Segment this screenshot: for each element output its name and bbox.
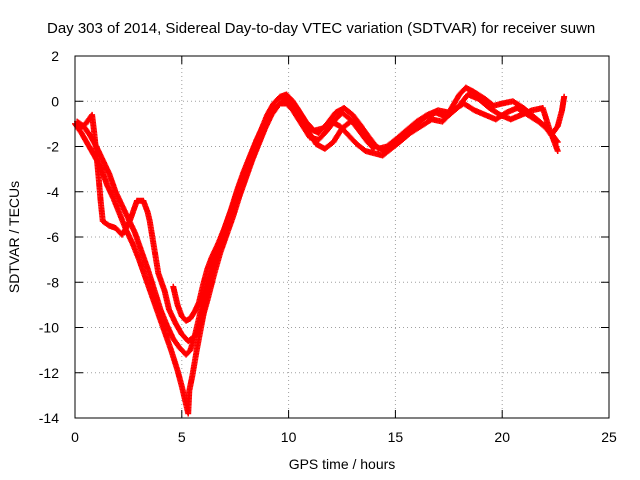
y-tick-label: -6 <box>47 229 60 245</box>
chart-title: Day 303 of 2014, Sidereal Day-to-day VTE… <box>47 20 595 37</box>
y-tick-label: -14 <box>39 410 59 426</box>
x-tick-label: 5 <box>178 429 186 445</box>
x-tick-label: 15 <box>388 429 404 445</box>
y-tick-label: 0 <box>51 93 59 109</box>
data-series <box>72 84 568 417</box>
x-tick-label: 0 <box>71 429 79 445</box>
x-axis-title: GPS time / hours <box>289 456 396 472</box>
y-tick-label: -10 <box>39 320 59 336</box>
y-tick-label: -12 <box>39 365 59 381</box>
x-tick-label: 20 <box>494 429 510 445</box>
data-point <box>554 138 561 145</box>
series-4 <box>170 95 561 324</box>
data-point <box>554 148 561 155</box>
y-tick-label: -8 <box>47 274 60 290</box>
y-tick-label: 2 <box>51 48 59 64</box>
x-tick-label: 25 <box>601 429 617 445</box>
series-1 <box>72 100 378 417</box>
x-tick-label: 10 <box>281 429 297 445</box>
data-point <box>561 93 568 100</box>
y-axis-title: SDTVAR / TECUs <box>6 181 22 293</box>
y-tick-label: -2 <box>47 139 60 155</box>
axis-ticks: 0 5 10 15 20 25 -14 -12 -10 -8 -6 -4 -2 0 2 <box>39 48 617 445</box>
y-tick-label: -4 <box>47 184 60 200</box>
